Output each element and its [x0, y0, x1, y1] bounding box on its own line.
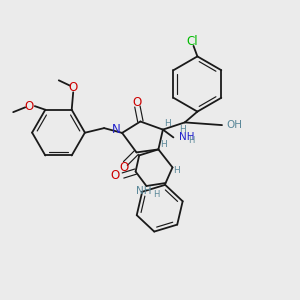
Text: H: H: [153, 190, 159, 199]
Text: Cl: Cl: [186, 35, 198, 48]
Text: N: N: [112, 123, 121, 136]
Text: O: O: [132, 96, 141, 110]
Text: NH: NH: [178, 132, 194, 142]
Text: H: H: [173, 166, 179, 175]
Text: O: O: [119, 160, 128, 174]
Text: NH: NH: [136, 186, 152, 196]
Text: H: H: [188, 136, 195, 145]
Text: H: H: [179, 124, 186, 134]
Text: O: O: [111, 169, 120, 182]
Text: H: H: [164, 119, 171, 128]
Text: O: O: [25, 100, 34, 112]
Text: H: H: [160, 140, 167, 149]
Text: OH: OH: [226, 120, 242, 130]
Text: O: O: [69, 81, 78, 94]
